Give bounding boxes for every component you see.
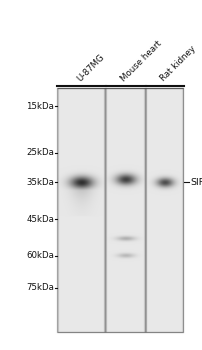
Text: 35kDa: 35kDa [26,178,54,187]
Text: 45kDa: 45kDa [26,215,54,224]
Text: 25kDa: 25kDa [26,148,54,158]
Text: Mouse heart: Mouse heart [119,38,163,83]
Text: U-87MG: U-87MG [75,52,105,83]
Text: 60kDa: 60kDa [26,251,54,260]
Text: 75kDa: 75kDa [26,283,54,292]
Text: 15kDa: 15kDa [26,102,54,111]
Text: SIRT5: SIRT5 [189,178,202,187]
Text: Rat kidney: Rat kidney [158,44,196,83]
